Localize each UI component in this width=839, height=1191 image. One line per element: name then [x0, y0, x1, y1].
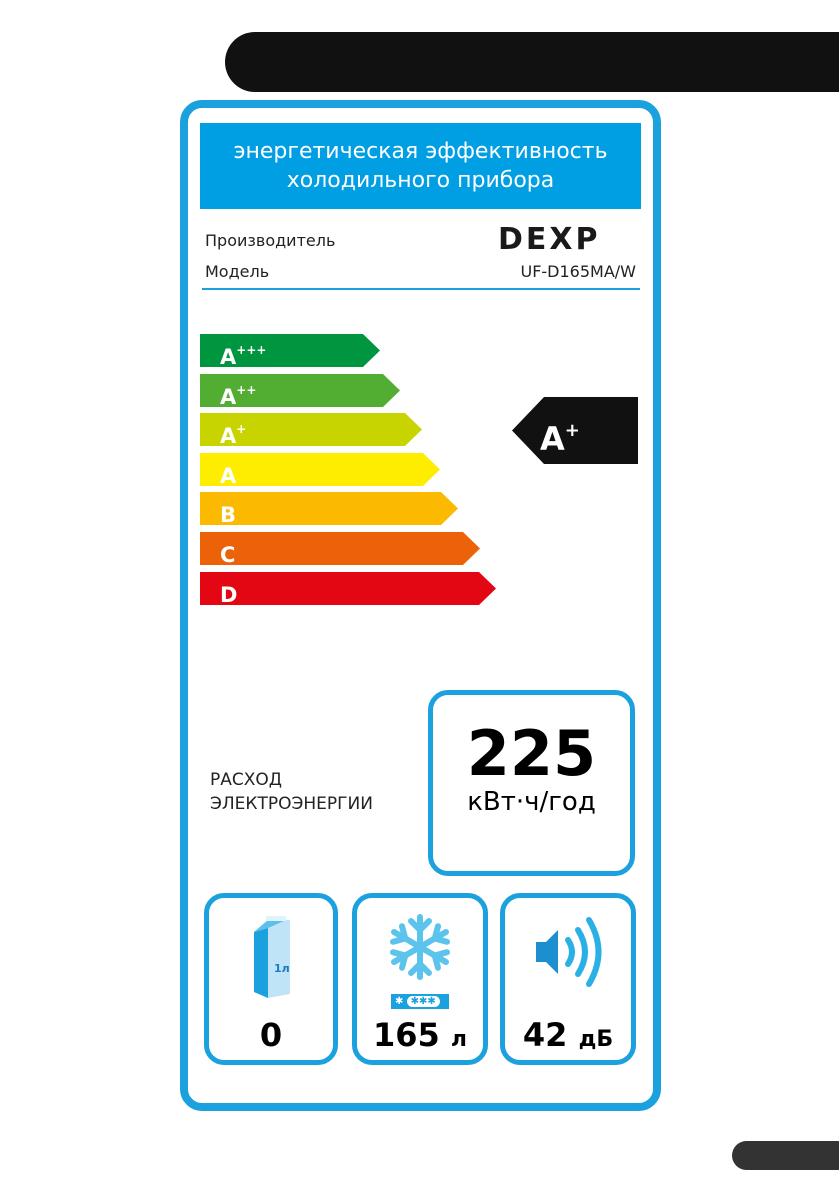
- class-letter: B: [220, 503, 237, 527]
- model-value: UF-D165MA/W: [520, 262, 636, 281]
- carton-label: 1л: [274, 962, 290, 975]
- class-plus: +++: [236, 343, 267, 357]
- freezer-volume-box: ✱ ✱✱✱ 165 л: [352, 893, 488, 1065]
- consumption-value: 225: [466, 717, 597, 790]
- energy-class-bar: C: [200, 532, 480, 565]
- brand-logo: DEXP: [498, 222, 601, 257]
- model-label: Модель: [205, 262, 270, 281]
- energy-class-bar: B: [200, 492, 458, 525]
- consumption-label-1: РАСХОД: [210, 770, 283, 790]
- class-plus: ++: [236, 383, 257, 397]
- class-letter: C: [220, 543, 236, 567]
- header-line-1: энергетическая эффективность: [233, 139, 608, 164]
- noise-unit: дБ: [578, 1027, 614, 1052]
- divider: [202, 288, 640, 290]
- header-line-2: холодильного прибора: [286, 168, 555, 193]
- snowflake-icon: [385, 914, 455, 982]
- class-plus: +: [236, 422, 247, 436]
- freezer-star-rating: ✱ ✱✱✱: [391, 994, 449, 1009]
- energy-class-bar: A+++: [200, 334, 380, 367]
- top-banner: [225, 32, 839, 92]
- fridge-volume-box: 1л 0: [204, 893, 338, 1065]
- page-tab: [732, 1141, 839, 1170]
- speaker-icon: [536, 917, 602, 987]
- class-letter: A: [220, 424, 237, 448]
- freezer-volume-unit: л: [450, 1027, 468, 1052]
- class-letter: A: [220, 385, 237, 409]
- consumption-label: РАСХОД ЭЛЕКТРОЭНЕРГИИ: [210, 768, 373, 816]
- manufacturer-label: Производитель: [205, 231, 336, 250]
- class-letter: A: [220, 345, 237, 369]
- energy-class-bar: A++: [200, 374, 400, 407]
- class-letter: D: [220, 583, 238, 607]
- fridge-volume-value: 0: [259, 1016, 283, 1054]
- consumption-label-2: ЭЛЕКТРОЭНЕРГИИ: [210, 794, 373, 814]
- energy-class-bar: A: [200, 453, 440, 486]
- consumption-unit: кВт·ч/год: [467, 787, 596, 817]
- class-letter: A: [220, 464, 237, 488]
- energy-class-bar: A+: [200, 413, 422, 446]
- milk-carton-icon: 1л: [254, 916, 290, 998]
- energy-class-bar: D: [200, 572, 496, 605]
- freezer-volume-value: 165: [372, 1016, 440, 1054]
- noise-value: 42: [522, 1016, 568, 1054]
- label-frame: [180, 100, 661, 1111]
- rating-plus: +: [564, 420, 580, 441]
- consumption-box: 225 кВт·ч/год: [428, 690, 635, 876]
- noise-box: 42 дБ: [500, 893, 636, 1065]
- rating-letter: A: [540, 420, 565, 458]
- label-header: энергетическая эффективность холодильног…: [200, 123, 641, 209]
